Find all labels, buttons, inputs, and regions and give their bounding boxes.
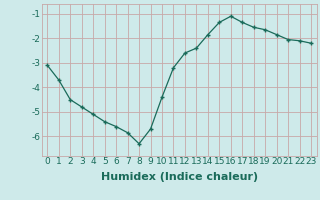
X-axis label: Humidex (Indice chaleur): Humidex (Indice chaleur) (100, 172, 258, 182)
